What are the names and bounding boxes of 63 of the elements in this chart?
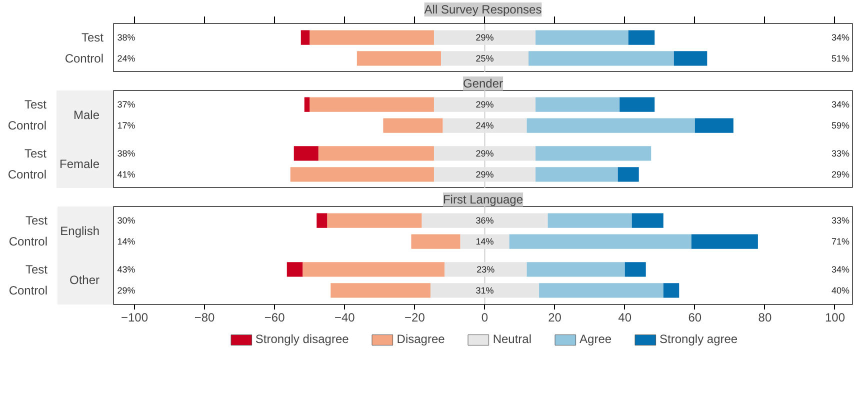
- legend-label: Strongly disagree: [255, 332, 349, 346]
- annotation: 29%: [476, 148, 494, 158]
- y-tick-label: Control: [8, 167, 47, 182]
- x-tick-label: −40: [334, 310, 356, 324]
- legend-label: Disagree: [396, 332, 445, 346]
- annotation: 29%: [117, 285, 136, 296]
- annotation: 34%: [832, 100, 850, 110]
- annotation: 31%: [476, 285, 494, 296]
- annotation: 40%: [832, 285, 850, 296]
- x-tick-label: −80: [194, 310, 216, 324]
- y-tick-label: Test: [24, 146, 48, 160]
- y-tick-label: Control: [8, 118, 47, 133]
- x-tick-label: −100: [121, 310, 148, 324]
- legend-label: Agree: [580, 332, 612, 346]
- annotation: 24%: [117, 53, 136, 64]
- annotation: 25%: [476, 53, 494, 64]
- chart-title: First Language: [442, 192, 524, 206]
- annotation: 41%: [117, 169, 136, 180]
- x-tick-label: 80: [758, 310, 772, 324]
- annotation: 34%: [832, 264, 850, 274]
- annotation: 29%: [832, 169, 850, 180]
- chart-title: Gender: [462, 76, 504, 90]
- legend-label: Neutral: [492, 332, 532, 346]
- annotation: 17%: [117, 120, 136, 131]
- y-tick-label: Test: [25, 262, 48, 276]
- text: Male: [73, 108, 100, 122]
- annotation: 71%: [832, 236, 850, 247]
- annotation: 14%: [117, 236, 136, 247]
- annotation: 24%: [476, 120, 494, 131]
- annotation: 59%: [832, 120, 850, 131]
- annotation: 33%: [832, 216, 850, 226]
- x-tick-label: 100: [824, 310, 846, 324]
- y-tick-label: Control: [64, 51, 104, 66]
- y-tick-label: Control: [8, 234, 48, 249]
- y-tick-label: Test: [25, 214, 48, 228]
- annotation: 29%: [476, 169, 494, 180]
- x-tick-label: −60: [264, 310, 286, 324]
- y-tick-label: Control: [8, 283, 48, 298]
- annotation: 23%: [476, 264, 495, 274]
- x-tick-label: 40: [618, 310, 632, 324]
- chart-title: All Survey Responses: [424, 2, 542, 16]
- annotation: 33%: [832, 148, 850, 158]
- annotation: 29%: [476, 32, 494, 43]
- annotation: 51%: [832, 53, 850, 64]
- text: English: [60, 224, 100, 238]
- legend-label: Strongly agree: [660, 332, 738, 346]
- annotation: 43%: [117, 264, 136, 274]
- x-tick-label: 20: [548, 310, 562, 324]
- text: Female: [59, 156, 100, 171]
- annotation: 30%: [117, 216, 136, 226]
- x-tick-label: 60: [688, 310, 702, 324]
- annotation: 34%: [832, 32, 850, 43]
- annotation: 37%: [117, 100, 136, 110]
- x-tick-label: −20: [404, 310, 426, 324]
- annotation: 36%: [476, 216, 494, 226]
- x-tick-label: 0: [481, 310, 488, 324]
- text: Other: [69, 272, 100, 287]
- y-tick-label: Test: [24, 98, 48, 112]
- annotation: 29%: [476, 100, 494, 110]
- annotation: 14%: [476, 236, 494, 247]
- annotation: 38%: [117, 148, 136, 158]
- annotation: 38%: [117, 32, 136, 43]
- y-tick-label: Test: [81, 30, 104, 45]
